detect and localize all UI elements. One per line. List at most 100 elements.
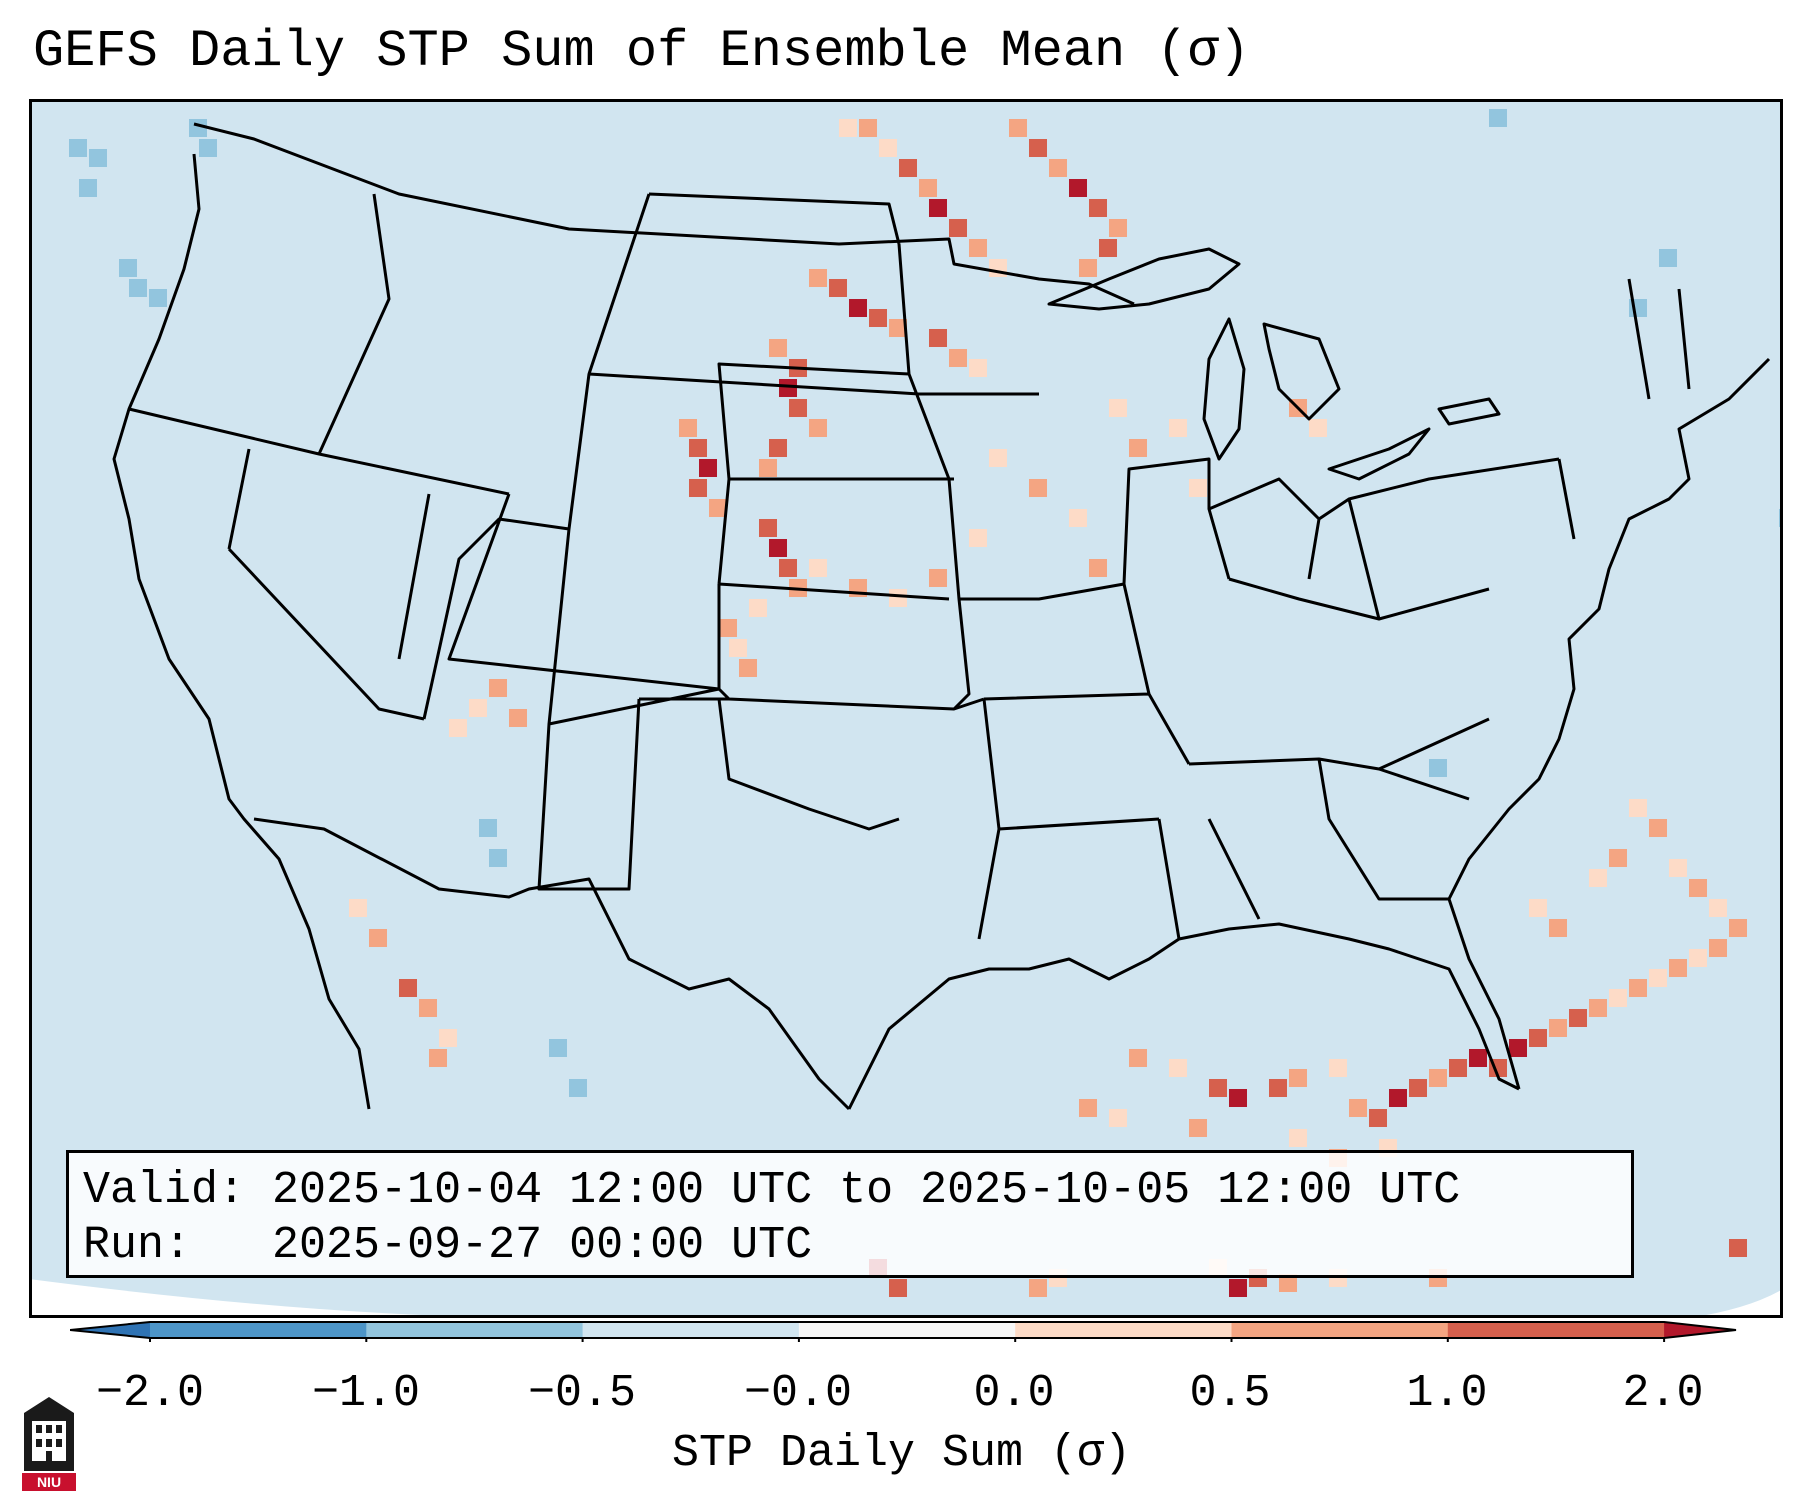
anomaly-cell	[1079, 259, 1097, 277]
anomaly-cell	[929, 199, 947, 217]
run-text: 2025-09-27 00:00 UTC	[272, 1220, 813, 1271]
map-panel[interactable]	[29, 99, 1783, 1318]
logo-text: NIU	[37, 1474, 61, 1490]
colorbar	[69, 1318, 1740, 1348]
anomaly-cell	[1429, 759, 1447, 777]
anomaly-cell	[1109, 1109, 1127, 1127]
anomaly-cell	[1659, 249, 1677, 267]
anomaly-cell	[429, 1049, 447, 1067]
anomaly-cell	[1729, 1239, 1747, 1257]
anomaly-cell	[779, 559, 797, 577]
anomaly-cell	[1709, 939, 1727, 957]
anomaly-cell	[1209, 1079, 1227, 1097]
run-label: Run:	[83, 1220, 192, 1271]
university-building-icon: NIU	[22, 1397, 76, 1491]
colorbar-tick: −0.0	[743, 1368, 853, 1419]
anomaly-cell	[1549, 919, 1567, 937]
anomaly-cell	[889, 319, 907, 337]
anomaly-cell	[1589, 869, 1607, 887]
anomaly-cell	[1509, 1039, 1527, 1057]
anomaly-cell	[69, 139, 87, 157]
anomaly-cell	[1569, 1009, 1587, 1027]
anomaly-cell	[1369, 1109, 1387, 1127]
colorbar-segment	[1447, 1322, 1665, 1338]
anomaly-cell	[879, 139, 897, 157]
anomaly-cell	[369, 929, 387, 947]
anomaly-cell	[1649, 819, 1667, 837]
anomaly-cell	[1089, 559, 1107, 577]
anomaly-cell	[1129, 439, 1147, 457]
anomaly-cell	[129, 279, 147, 297]
colorbar-tick: −1.0	[311, 1368, 421, 1419]
colorbar-segment	[1231, 1322, 1449, 1338]
mexico-border	[253, 817, 851, 1111]
anomaly-cell	[399, 979, 417, 997]
anomaly-cell	[549, 1039, 567, 1057]
colorbar-label: STP Daily Sum (σ)	[671, 1428, 1132, 1479]
anomaly-cell	[1049, 159, 1067, 177]
valid-text: 2025-10-04 12:00 UTC to 2025-10-05 12:00…	[272, 1165, 1461, 1216]
chart-title: GEFS Daily STP Sum of Ensemble Mean (σ)	[33, 22, 1250, 81]
lake-michigan	[1202, 317, 1246, 461]
valid-run-box: Valid: 2025-10-04 12:00 UTC to 2025-10-0…	[66, 1150, 1634, 1278]
anomaly-cell	[79, 179, 97, 197]
anomaly-cell	[759, 519, 777, 537]
canada-border	[193, 122, 1135, 306]
anomaly-cell	[1079, 1099, 1097, 1117]
anomaly-cell	[929, 329, 947, 347]
colorbar-segment	[366, 1322, 584, 1338]
anomaly-cell	[839, 119, 857, 137]
anomaly-cell	[1549, 1019, 1567, 1037]
anomaly-cell	[769, 539, 787, 557]
lake-superior	[1047, 247, 1241, 311]
colorbar-segment	[150, 1322, 367, 1338]
anomaly-cell	[1109, 399, 1127, 417]
anomaly-cell	[679, 419, 697, 437]
atlantic-coast	[1447, 357, 1771, 1090]
anomaly-cell	[1069, 179, 1087, 197]
anomaly-cell	[769, 439, 787, 457]
anomaly-cell	[439, 1029, 457, 1047]
anomaly-cell	[1289, 1129, 1307, 1147]
anomaly-cell	[729, 639, 747, 657]
state-lines	[128, 192, 1691, 940]
anomaly-cell	[149, 289, 167, 307]
colorbar-tick: 0.5	[1189, 1368, 1271, 1419]
anomaly-cell	[1229, 1279, 1247, 1297]
anomaly-cell	[449, 719, 467, 737]
anomaly-cell	[1279, 1274, 1297, 1292]
anomaly-cell	[689, 479, 707, 497]
anomaly-cell	[1729, 919, 1747, 937]
anomaly-cell	[1089, 199, 1107, 217]
lake-huron	[1262, 322, 1341, 421]
anomaly-cell	[1289, 1069, 1307, 1087]
west-coast	[112, 153, 371, 1110]
anomaly-cell	[899, 159, 917, 177]
anomaly-cell	[989, 449, 1007, 467]
anomaly-cell	[1009, 119, 1027, 137]
niu-logo: NIU	[20, 1393, 78, 1493]
anomaly-cell	[1589, 999, 1607, 1017]
anomaly-cell	[769, 339, 787, 357]
anomaly-cell	[1029, 1279, 1047, 1297]
anomaly-cell	[749, 599, 767, 617]
valid-label: Valid:	[83, 1165, 246, 1216]
map-frame	[29, 99, 1783, 1318]
anomaly-cell	[759, 459, 777, 477]
anomaly-cell	[1029, 479, 1047, 497]
anomaly-cell	[809, 419, 827, 437]
anomaly-cell	[809, 559, 827, 577]
anomaly-cell	[469, 699, 487, 717]
colorbar-tick: 1.0	[1406, 1368, 1488, 1419]
anomaly-cell	[1069, 509, 1087, 527]
map-svg	[29, 99, 1783, 1318]
anomaly-cell	[719, 619, 737, 637]
anomaly-cell	[1409, 1079, 1427, 1097]
anomaly-cell	[1109, 219, 1127, 237]
anomaly-cell	[489, 849, 507, 867]
anomaly-cell	[849, 299, 867, 317]
anomaly-cell	[1609, 849, 1627, 867]
anomaly-cell	[349, 899, 367, 917]
colorbar-segment	[582, 1322, 800, 1338]
colorbar-extend-low	[70, 1322, 150, 1338]
